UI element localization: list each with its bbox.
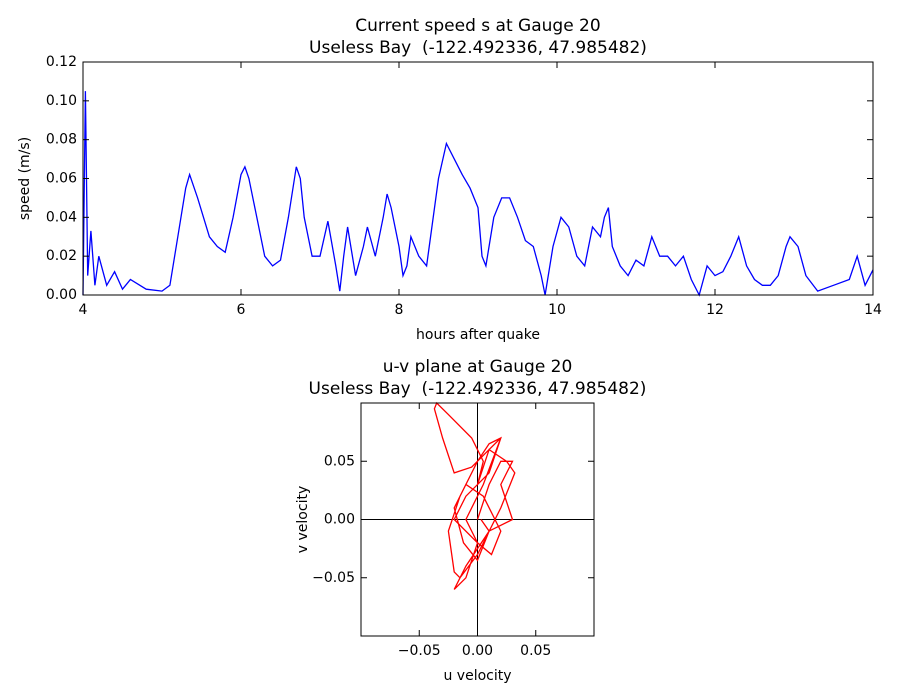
y-tick-label: 0.12 <box>46 54 77 70</box>
x-tick-label: 4 <box>79 302 88 318</box>
chart-subtitle: Useless Bay (-122.492336, 47.985482) <box>309 38 647 58</box>
chart-subtitle: Useless Bay (-122.492336, 47.985482) <box>309 379 647 399</box>
x-tick-label: 10 <box>548 302 566 318</box>
x-tick-label: 12 <box>706 302 724 318</box>
y-tick-label: −0.05 <box>312 570 355 586</box>
x-tick-label: 14 <box>864 302 882 318</box>
axes-frame <box>82 61 874 296</box>
y-tick-label: 0.04 <box>46 209 77 225</box>
chart-title: u-v plane at Gauge 20 <box>383 357 573 377</box>
y-tick-label: 0.10 <box>46 93 77 109</box>
data-line <box>433 401 516 590</box>
x-axis-label: u velocity <box>443 668 511 684</box>
x-tick-label: −0.05 <box>398 643 441 659</box>
x-tick-label: 8 <box>395 302 404 318</box>
y-tick-label: 0.00 <box>46 287 77 303</box>
y-tick-label: 0.00 <box>324 512 355 528</box>
x-axis-label: hours after quake <box>416 327 540 343</box>
y-tick-label: 0.02 <box>46 248 77 264</box>
y-tick-label: 0.06 <box>46 171 77 187</box>
x-tick-label: 6 <box>237 302 246 318</box>
y-tick-label: 0.05 <box>324 453 355 469</box>
x-tick-label: 0.00 <box>462 643 493 659</box>
chart-title: Current speed s at Gauge 20 <box>355 16 600 36</box>
x-tick-label: 0.05 <box>520 643 551 659</box>
y-axis-label: v velocity <box>295 486 311 553</box>
axes-frame <box>360 402 595 637</box>
y-tick-label: 0.08 <box>46 132 77 148</box>
data-line <box>82 91 874 297</box>
y-axis-label: speed (m/s) <box>17 137 33 220</box>
